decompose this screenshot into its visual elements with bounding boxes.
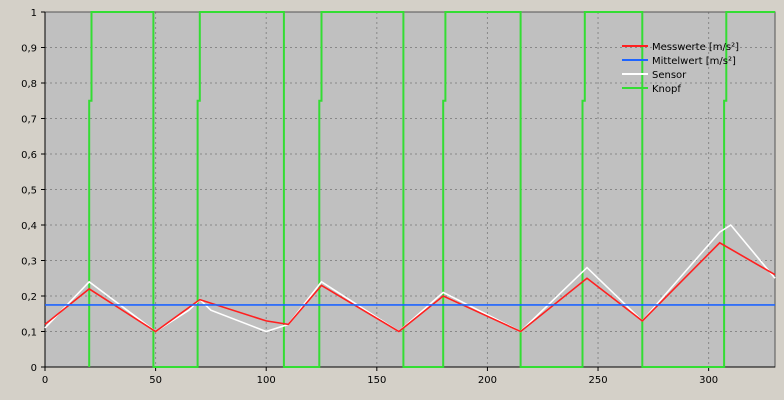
x-tick-label: 0 [42, 375, 48, 386]
legend-label: Sensor [652, 70, 687, 81]
legend-label: Messwerte [m/s²] [652, 42, 739, 53]
x-tick-label: 300 [699, 375, 718, 386]
series-line-sensor [44, 223, 776, 333]
x-tick-label: 200 [478, 375, 497, 386]
y-tick-label: 0,8 [21, 79, 37, 90]
y-tick-label: 0,5 [21, 186, 37, 197]
y-tick-label: 0,1 [21, 328, 37, 339]
x-tick-label: 250 [588, 375, 607, 386]
y-tick-label: 0,9 [21, 44, 37, 55]
y-tick-label: 1 [31, 8, 37, 19]
x-tick-label: 150 [367, 375, 386, 386]
x-tick-label: 50 [149, 375, 162, 386]
y-tick-label: 0,3 [21, 257, 37, 268]
legend-label: Mittelwert [m/s²] [652, 56, 736, 67]
legend-label: Knopf [652, 84, 681, 95]
y-tick-label: 0,6 [21, 150, 37, 161]
series-line-knopf [88, 11, 775, 368]
x-tick-label: 100 [257, 375, 276, 386]
y-tick-label: 0 [31, 363, 37, 374]
y-tick-label: 0,2 [21, 292, 37, 303]
y-tick-label: 0,4 [21, 221, 37, 232]
y-tick-label: 0,7 [21, 115, 37, 126]
series-line-messwerte [44, 241, 776, 333]
